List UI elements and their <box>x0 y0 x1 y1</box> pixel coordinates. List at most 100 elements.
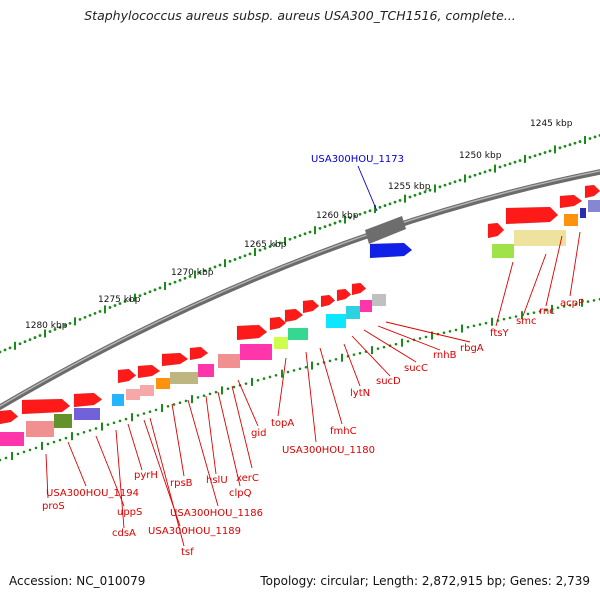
gene-arrow <box>584 184 600 199</box>
scale-dot <box>278 241 282 245</box>
lower-dot <box>148 410 152 414</box>
gene-block <box>156 378 170 389</box>
scale-dot <box>508 162 512 166</box>
gene-block <box>372 294 386 306</box>
gene-label-hslu[interactable]: hslU <box>206 475 228 486</box>
lower-tick-ruler <box>0 297 600 462</box>
scale-dot <box>348 216 352 220</box>
scale-dot <box>233 258 237 261</box>
gene-label-usa300hou-1194[interactable]: USA300HOU_1194 <box>46 488 139 499</box>
gene-arrow <box>284 308 304 323</box>
gene-label-smc[interactable]: smc <box>516 316 536 327</box>
gene-label-rnc[interactable]: rnc <box>539 306 555 317</box>
scale-dot <box>148 290 152 294</box>
gene-label-sucd[interactable]: sucD <box>376 376 401 387</box>
gene-label-rnhb[interactable]: rnhB <box>433 350 457 361</box>
gene-arrow <box>161 352 189 367</box>
scale-dot <box>593 135 597 139</box>
gene-arrow-blue <box>369 242 413 259</box>
lower-dot <box>316 362 320 366</box>
gene-label-fmhc[interactable]: fmhC <box>330 426 357 437</box>
gene-label-lytn[interactable]: lytN <box>350 388 370 399</box>
gene-label-topa[interactable]: topA <box>271 418 294 429</box>
lower-dot <box>334 358 338 361</box>
gene-label-rpsb[interactable]: rpsB <box>170 478 193 489</box>
scale-dot <box>378 205 382 209</box>
gene-label-acpp[interactable]: acpP <box>560 298 584 309</box>
scale-dot <box>178 278 182 282</box>
scale-dot <box>293 236 297 239</box>
scale-dot <box>128 298 132 301</box>
gene-label-rbga[interactable]: rbgA <box>460 343 484 354</box>
gene-label-pros[interactable]: proS <box>42 501 65 512</box>
gene-label-usa300hou-1180[interactable]: USA300HOU_1180 <box>282 445 375 456</box>
lower-dot <box>472 324 476 328</box>
lower-dot <box>286 370 290 374</box>
label-leader <box>319 347 343 425</box>
gene-label-usa300hou-1173[interactable]: USA300HOU_1173 <box>311 154 404 165</box>
lower-dot <box>466 325 470 329</box>
scale-dot <box>228 259 232 263</box>
scale-dot <box>213 265 217 269</box>
gene-arrow <box>505 206 559 225</box>
label-leader <box>115 429 125 529</box>
scale-dot <box>398 199 402 202</box>
scale-dot <box>183 276 187 280</box>
gene-arrow <box>336 288 352 302</box>
scale-dot <box>453 180 457 184</box>
gene-label-gid[interactable]: gid <box>251 428 266 439</box>
lower-dot <box>34 446 38 450</box>
lower-dot <box>124 417 128 421</box>
lower-dot <box>406 339 410 343</box>
gene-label-xerc[interactable]: xerC <box>236 473 259 484</box>
label-leader <box>237 379 259 427</box>
scale-dot <box>198 271 202 274</box>
scale-dot <box>288 237 292 241</box>
lower-dot <box>586 300 590 303</box>
gene-features[interactable] <box>0 184 600 446</box>
scale-label-1255: 1255 kbp <box>388 182 431 192</box>
scale-dot <box>503 163 507 167</box>
scale-dot <box>538 152 542 156</box>
lower-dot <box>82 430 86 434</box>
gene-label-upps[interactable]: uppS <box>117 507 142 518</box>
label-leader <box>95 435 125 507</box>
scale-label-1270: 1270 kbp <box>171 268 214 278</box>
lower-dot <box>178 401 182 404</box>
scale-dot <box>478 172 482 175</box>
lower-dot <box>484 321 488 325</box>
scale-dot <box>428 188 432 192</box>
lower-dot <box>94 427 98 430</box>
scale-dot <box>88 313 92 317</box>
gene-block <box>240 344 272 360</box>
scale-dot <box>568 143 572 147</box>
scale-dot <box>578 140 582 143</box>
gene-block <box>564 214 578 226</box>
lower-dot <box>562 305 566 308</box>
lower-dot <box>202 394 206 397</box>
scale-dot <box>258 248 262 252</box>
gene-block-gray <box>365 216 406 244</box>
gene-arrow <box>559 194 583 209</box>
gene-label-usa300hou-1189[interactable]: USA300HOU_1189 <box>148 526 241 537</box>
lower-dot <box>22 450 26 454</box>
scale-dot <box>533 154 537 158</box>
lower-dot <box>292 369 296 372</box>
gene-label-cdsa[interactable]: cdsA <box>112 528 136 539</box>
scale-dot <box>68 321 72 325</box>
scale-label-1260: 1260 kbp <box>316 211 359 221</box>
gene-label-clpq[interactable]: clpQ <box>229 488 252 499</box>
scale-dot <box>38 334 42 337</box>
scale-dot <box>0 350 2 354</box>
gene-block <box>580 208 586 218</box>
scale-dot <box>548 149 552 153</box>
scale-dot <box>243 254 247 258</box>
gene-label-pyrh[interactable]: pyrH <box>134 470 158 481</box>
gene-label-ftsy[interactable]: ftsY <box>490 328 509 339</box>
gene-label-usa300hou-1186[interactable]: USA300HOU_1186 <box>170 508 263 519</box>
gene-label-succ[interactable]: sucC <box>404 363 428 374</box>
gene-label-tsf[interactable]: tsf <box>181 547 194 558</box>
scale-dot <box>518 159 522 162</box>
scale-dot <box>408 195 412 199</box>
